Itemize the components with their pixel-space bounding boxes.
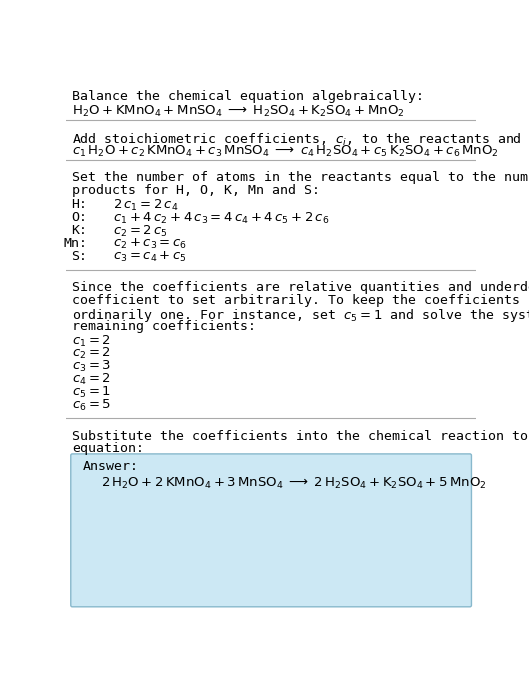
Text: $2\,c_1 = 2\,c_4$: $2\,c_1 = 2\,c_4$ bbox=[113, 198, 178, 213]
Text: Since the coefficients are relative quantities and underdetermined, choose a: Since the coefficients are relative quan… bbox=[72, 281, 529, 294]
Text: H:: H: bbox=[71, 198, 87, 211]
Text: Mn:: Mn: bbox=[63, 237, 87, 250]
Text: Balance the chemical equation algebraically:: Balance the chemical equation algebraica… bbox=[72, 90, 424, 103]
Text: $c_2 + c_3 = c_6$: $c_2 + c_3 = c_6$ bbox=[113, 237, 187, 251]
Text: K:: K: bbox=[71, 224, 87, 237]
Text: Substitute the coefficients into the chemical reaction to obtain the balanced: Substitute the coefficients into the che… bbox=[72, 429, 529, 442]
Text: $\mathrm{H_2O + KMnO_4 + MnSO_4 \;\longrightarrow\; H_2SO_4 + K_2SO_4 + MnO_2}$: $\mathrm{H_2O + KMnO_4 + MnSO_4 \;\longr… bbox=[72, 104, 405, 119]
Text: $2\,\mathrm{H_2O} + 2\,\mathrm{KMnO_4} + 3\,\mathrm{MnSO_4} \;\longrightarrow\; : $2\,\mathrm{H_2O} + 2\,\mathrm{KMnO_4} +… bbox=[101, 476, 487, 491]
Text: products for H, O, K, Mn and S:: products for H, O, K, Mn and S: bbox=[72, 184, 321, 197]
Text: Answer:: Answer: bbox=[83, 460, 139, 473]
Text: Set the number of atoms in the reactants equal to the number of atoms in the: Set the number of atoms in the reactants… bbox=[72, 172, 529, 184]
FancyBboxPatch shape bbox=[71, 454, 471, 607]
Text: $c_5 = 1$: $c_5 = 1$ bbox=[72, 385, 112, 401]
Text: ordinarily one. For instance, set $c_5 = 1$ and solve the system of equations fo: ordinarily one. For instance, set $c_5 =… bbox=[72, 307, 529, 324]
Text: $c_6 = 5$: $c_6 = 5$ bbox=[72, 398, 112, 414]
Text: O:: O: bbox=[71, 211, 87, 224]
Text: coefficient to set arbitrarily. To keep the coefficients small, the arbitrary va: coefficient to set arbitrarily. To keep … bbox=[72, 294, 529, 307]
Text: $c_2 = 2\,c_5$: $c_2 = 2\,c_5$ bbox=[113, 224, 167, 239]
Text: S:: S: bbox=[71, 249, 87, 262]
Text: remaining coefficients:: remaining coefficients: bbox=[72, 320, 257, 333]
Text: equation:: equation: bbox=[72, 442, 144, 455]
Text: $c_1 = 2$: $c_1 = 2$ bbox=[72, 333, 111, 348]
Text: $c_3 = 3$: $c_3 = 3$ bbox=[72, 359, 112, 374]
Text: $c_3 = c_4 + c_5$: $c_3 = c_4 + c_5$ bbox=[113, 249, 187, 264]
Text: $c_2 = 2$: $c_2 = 2$ bbox=[72, 346, 111, 361]
Text: $c_1\,\mathrm{H_2O} + c_2\,\mathrm{KMnO_4} + c_3\,\mathrm{MnSO_4} \;\longrightar: $c_1\,\mathrm{H_2O} + c_2\,\mathrm{KMnO_… bbox=[72, 144, 499, 159]
Text: $c_4 = 2$: $c_4 = 2$ bbox=[72, 372, 111, 387]
Text: Add stoichiometric coefficients, $c_i$, to the reactants and products:: Add stoichiometric coefficients, $c_i$, … bbox=[72, 131, 529, 148]
Text: $c_1 + 4\,c_2 + 4\,c_3 = 4\,c_4 + 4\,c_5 + 2\,c_6$: $c_1 + 4\,c_2 + 4\,c_3 = 4\,c_4 + 4\,c_5… bbox=[113, 211, 329, 226]
